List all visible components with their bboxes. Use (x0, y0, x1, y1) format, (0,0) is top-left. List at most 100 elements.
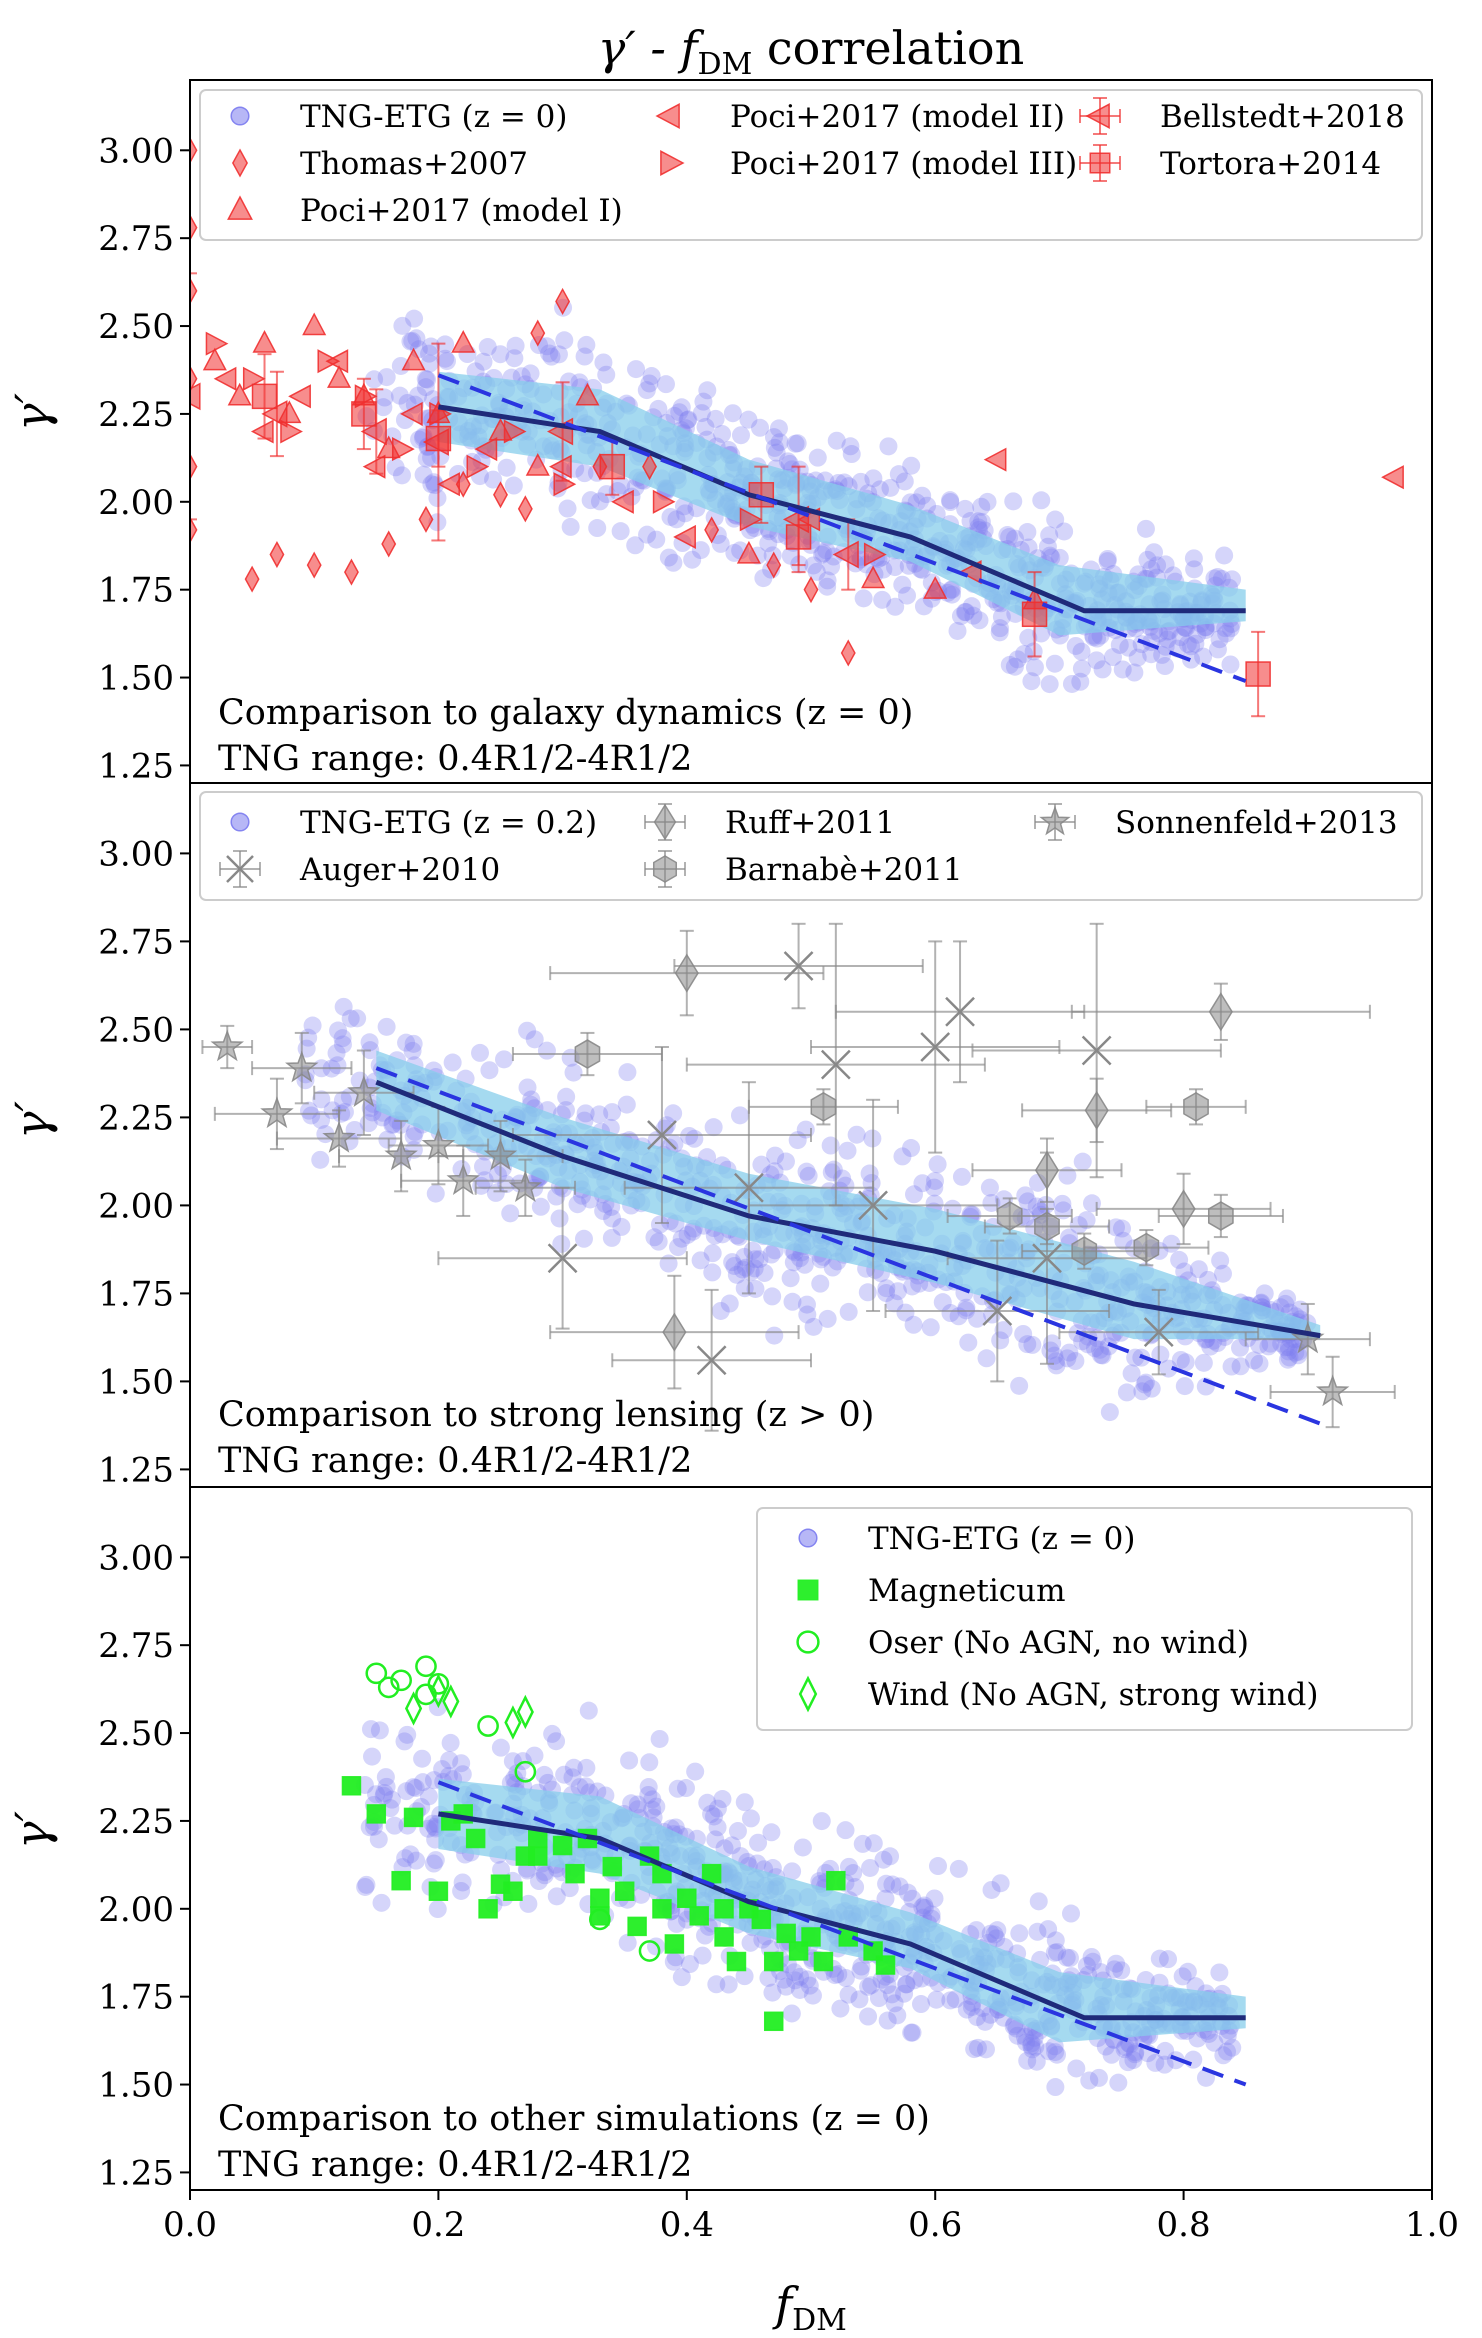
tng-point (888, 2006, 907, 2025)
tng-point (508, 1764, 527, 1783)
tng-point (1023, 2040, 1042, 2059)
data-point (404, 1691, 423, 1726)
tng-point (1170, 1250, 1189, 1269)
tng-point (799, 1166, 818, 1185)
tng-point (603, 1209, 622, 1228)
tng-point (1276, 1338, 1295, 1357)
data-point (574, 1039, 601, 1069)
data-point (674, 953, 699, 993)
tng-point (418, 370, 437, 389)
tng-point (713, 424, 732, 443)
tng-point (1066, 1352, 1085, 1371)
tng-point (1114, 1231, 1133, 1250)
data-point (437, 472, 460, 497)
tng-point (1066, 636, 1085, 655)
tng-point (1018, 1335, 1037, 1354)
tng-point (1159, 1950, 1178, 1969)
tng-point (1022, 2034, 1041, 2053)
tng-point (436, 349, 455, 368)
y-axis-label-dynamics: γ′ (5, 392, 59, 430)
data-point (714, 1899, 734, 1919)
data-point (477, 1715, 499, 1737)
data-point (1381, 465, 1404, 490)
tng-point (576, 1104, 595, 1123)
tng-point (1188, 2029, 1207, 2048)
tng-point (1098, 549, 1117, 568)
legend-label: TNG-ETG (z = 0) (300, 99, 567, 135)
tng-point (861, 1858, 880, 1877)
tng-point (956, 603, 975, 622)
tng-point (555, 1765, 574, 1784)
tng-point (976, 2012, 995, 2031)
tng-point (1205, 569, 1224, 588)
tng-point (1008, 650, 1027, 669)
tng-point (419, 1819, 438, 1838)
tng-point (1077, 1211, 1096, 1230)
data-point (285, 1050, 319, 1083)
tng-point (637, 381, 656, 400)
tng-point (404, 1778, 423, 1797)
data-point (801, 1927, 821, 1947)
tng-point (334, 997, 353, 1016)
tng-point (898, 1883, 917, 1902)
data-point (322, 1120, 356, 1153)
plot-area-simulations (341, 1655, 1247, 2097)
tng-point (836, 1176, 855, 1195)
tng-point (640, 374, 659, 393)
tng-point (1018, 523, 1037, 542)
tng-point (419, 1787, 438, 1806)
tng-point (404, 1127, 423, 1146)
tng-point (777, 1977, 796, 1996)
tng-point (401, 332, 420, 351)
tng-point (397, 1782, 416, 1801)
tng-point (693, 1946, 712, 1965)
tng-point (647, 1797, 666, 1816)
tng-point (1156, 2041, 1175, 2060)
tng-point (741, 1933, 760, 1952)
tng-point (851, 472, 870, 491)
tng-point (864, 469, 883, 488)
tng-point (818, 577, 837, 596)
tng-point (791, 1249, 810, 1268)
tng-point (842, 445, 861, 464)
tng-point (686, 1762, 705, 1781)
tng-point (1087, 651, 1106, 670)
data-point (425, 425, 452, 452)
tng-point (1071, 672, 1090, 691)
tng-point (1250, 1335, 1269, 1354)
tng-point (1053, 1194, 1072, 1213)
tng-point (823, 1258, 842, 1277)
data-point (945, 996, 975, 1027)
tng-point (1089, 2068, 1108, 2087)
series-thomas-2007 (190, 136, 856, 667)
tng-point (970, 611, 989, 630)
legend-label: Poci+2017 (model II) (730, 99, 1065, 135)
tng-point (949, 1859, 968, 1878)
data-point (391, 1870, 411, 1891)
tng-point (382, 1790, 401, 1809)
tng-point (638, 525, 657, 544)
tng-point (1171, 628, 1190, 647)
tng-fit-line-simulations (437, 1780, 1247, 2087)
tng-point (1279, 1338, 1298, 1357)
legend-item: Magneticum (797, 1573, 1065, 1609)
data-point (803, 576, 819, 604)
series-auger-2010 (437, 922, 1260, 1432)
tng-point (547, 1187, 566, 1206)
tng-point (1036, 1195, 1055, 1214)
legend-marker (231, 148, 249, 178)
tng-point (1184, 549, 1203, 568)
tng-point (862, 1976, 881, 1995)
tng-point (812, 1812, 831, 1831)
data-point (190, 453, 198, 481)
tng-point (378, 1130, 397, 1149)
tng-point (903, 1889, 922, 1908)
data-point (662, 1312, 687, 1352)
tng-point (333, 1029, 352, 1048)
legend-marker (653, 803, 677, 841)
tng-point (741, 1809, 760, 1828)
tng-point (998, 526, 1017, 545)
tng-point (694, 392, 713, 411)
tng-point (1148, 556, 1167, 575)
